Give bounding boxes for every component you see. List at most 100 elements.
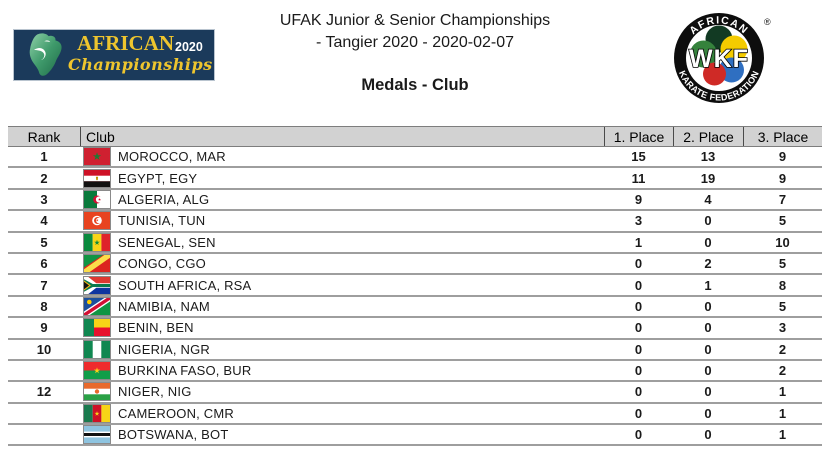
table-row: CAMEROON, CMR 0 0 1 xyxy=(8,403,822,426)
third-place-cell: 5 xyxy=(778,298,787,314)
rank-cell: 7 xyxy=(40,277,48,293)
third-place-cell: 1 xyxy=(778,405,787,421)
second-place-cell: 0 xyxy=(704,363,712,379)
column-header-club: Club xyxy=(80,127,604,146)
table-row: 1 MOROCCO, MAR 15 13 9 xyxy=(8,147,822,169)
table-row: 6 CONGO, CGO 0 2 5 xyxy=(8,254,822,276)
club-name: SENEGAL, SEN xyxy=(118,234,216,250)
second-place-cell: 0 xyxy=(704,341,712,357)
first-place-cell: 0 xyxy=(634,427,643,443)
rank-cell: 3 xyxy=(40,191,48,207)
club-cell: CAMEROON, CMR xyxy=(80,403,604,423)
nigeria-flag-icon xyxy=(83,339,111,359)
rank-cell: 10 xyxy=(36,341,52,357)
event-location-date: - Tangier 2020 - 2020-02-07 xyxy=(315,34,515,51)
cameroon-flag-icon xyxy=(83,403,111,423)
registered-mark: ® xyxy=(764,17,771,27)
table-row: 9 BENIN, BEN 0 0 3 xyxy=(8,318,822,340)
club-cell: TUNISIA, TUN xyxy=(80,211,604,231)
morocco-flag-icon xyxy=(83,147,111,167)
table-body: 1 MOROCCO, MAR 15 13 9 2 EGYPT, EGY 11 19 9 3 ALGER… xyxy=(8,147,822,447)
club-cell: BOTSWANA, BOT xyxy=(80,425,604,445)
first-place-cell: 0 xyxy=(634,341,643,357)
club-name: NAMIBIA, NAM xyxy=(118,298,210,314)
algeria-flag-icon xyxy=(83,189,111,209)
third-place-cell: 10 xyxy=(775,234,790,250)
third-place-cell: 9 xyxy=(778,170,787,186)
third-place-cell: 7 xyxy=(778,191,787,207)
wkf-roundel-icon: AFRICAN KARATE FEDERATION WKF ® xyxy=(674,13,771,103)
table-header-row: Rank Club 1. Place 2. Place 3. Place xyxy=(8,126,822,147)
first-place-cell: 0 xyxy=(634,363,643,379)
second-place-cell: 0 xyxy=(704,320,712,336)
club-name: TUNISIA, TUN xyxy=(118,213,206,229)
club-cell: EGYPT, EGY xyxy=(80,168,604,188)
club-name: NIGERIA, NGR xyxy=(118,341,210,357)
logo-text-block: AFRICAN2020 Championships xyxy=(68,32,212,74)
second-place-cell: 0 xyxy=(704,234,712,250)
table-row: 5 SENEGAL, SEN 1 0 10 xyxy=(8,232,822,254)
third-place-cell: 5 xyxy=(778,256,787,272)
first-place-cell: 0 xyxy=(634,256,643,272)
second-place-cell: 0 xyxy=(704,405,712,421)
club-name: BURKINA FASO, BUR xyxy=(118,363,252,379)
club-cell: NIGER, NIG xyxy=(80,382,604,402)
first-place-cell: 1 xyxy=(634,234,643,250)
third-place-cell: 3 xyxy=(778,320,787,336)
rank-cell: 6 xyxy=(40,256,48,272)
niger-flag-icon xyxy=(83,382,111,402)
rank-cell: 4 xyxy=(40,213,48,229)
south-africa-flag-icon xyxy=(83,275,111,295)
first-place-cell: 15 xyxy=(631,149,646,165)
title-block: UFAK Junior & Senior Championships - Tan… xyxy=(0,10,830,95)
club-name: CAMEROON, CMR xyxy=(118,405,234,421)
first-place-cell: 0 xyxy=(634,298,643,314)
botswana-flag-icon xyxy=(83,425,111,445)
second-place-cell: 0 xyxy=(704,298,712,314)
column-header-first-place: 1. Place xyxy=(604,127,673,146)
third-place-cell: 2 xyxy=(778,363,787,379)
first-place-cell: 0 xyxy=(634,384,643,400)
first-place-cell: 0 xyxy=(634,405,643,421)
club-name: NIGER, NIG xyxy=(118,384,192,400)
club-cell: BURKINA FASO, BUR xyxy=(80,361,604,381)
second-place-cell: 4 xyxy=(704,191,712,207)
rank-cell: 9 xyxy=(40,320,48,336)
event-title: UFAK Junior & Senior Championships xyxy=(279,12,551,29)
second-place-cell: 0 xyxy=(704,213,712,229)
club-name: SOUTH AFRICA, RSA xyxy=(118,277,252,293)
rank-cell: 8 xyxy=(40,298,48,314)
club-cell: SENEGAL, SEN xyxy=(80,232,604,252)
club-name: ALGERIA, ALG xyxy=(118,191,210,207)
table-row: 2 EGYPT, EGY 11 19 9 xyxy=(8,168,822,190)
club-cell: NAMIBIA, NAM xyxy=(80,296,604,316)
logo-title: AFRICAN xyxy=(77,31,174,55)
rank-cell: 5 xyxy=(40,234,48,250)
table-row: 12 NIGER, NIG 0 0 1 xyxy=(8,382,822,404)
rank-cell: 1 xyxy=(40,149,48,165)
logo-subtitle: Championships xyxy=(68,55,213,74)
club-name: BENIN, BEN xyxy=(118,320,194,336)
column-header-second-place: 2. Place xyxy=(673,127,743,146)
report-title: Medals - Club xyxy=(361,76,469,94)
first-place-cell: 3 xyxy=(634,213,643,229)
club-cell: ALGERIA, ALG xyxy=(80,189,604,209)
burkina-faso-flag-icon xyxy=(83,361,111,381)
wkf-center-text: WKF xyxy=(689,45,749,73)
second-place-cell: 2 xyxy=(704,256,712,272)
column-header-rank: Rank xyxy=(27,128,61,145)
column-header-third-place: 3. Place xyxy=(743,127,822,146)
second-place-cell: 19 xyxy=(700,170,716,186)
rank-cell: 12 xyxy=(36,384,52,400)
namibia-flag-icon xyxy=(83,296,111,316)
club-name: MOROCCO, MAR xyxy=(118,149,226,165)
club-name: EGYPT, EGY xyxy=(118,170,198,186)
third-place-cell: 1 xyxy=(778,384,787,400)
first-place-cell: 11 xyxy=(631,170,646,186)
third-place-cell: 1 xyxy=(778,427,787,443)
table-row: 7 SOUTH AFRICA, RSA 0 1 8 xyxy=(8,275,822,297)
club-cell: CONGO, CGO xyxy=(80,254,604,274)
african-championships-logo: AFRICAN2020 Championships xyxy=(13,29,215,81)
third-place-cell: 9 xyxy=(778,149,787,165)
